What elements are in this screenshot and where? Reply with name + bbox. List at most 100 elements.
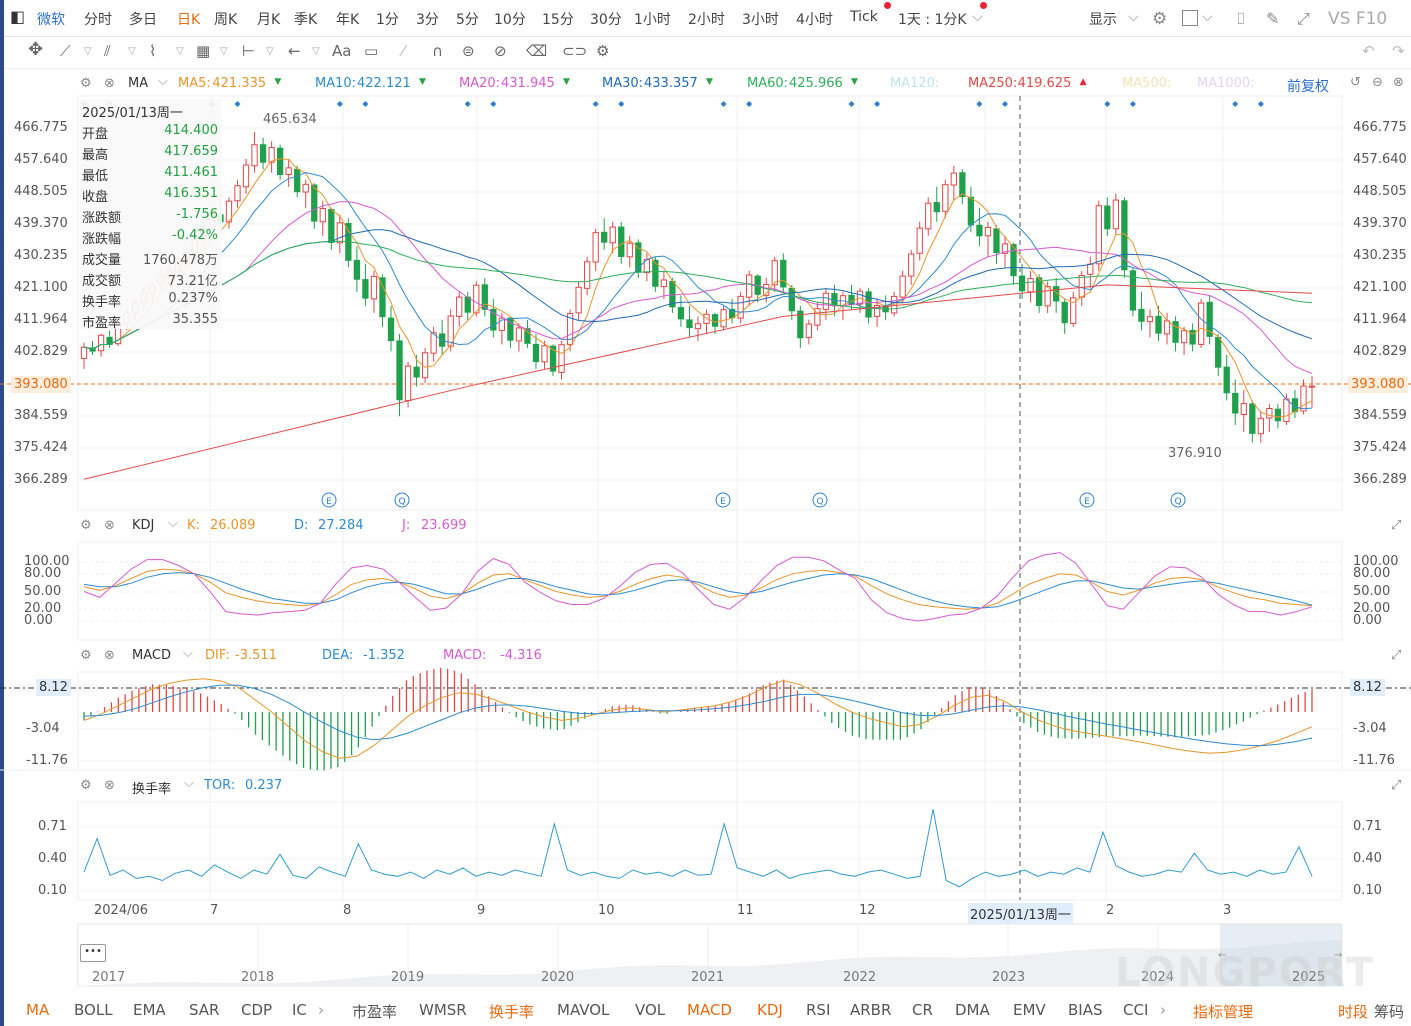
indicator-tab-10[interactable]: VOL xyxy=(635,1001,666,1019)
earnings-marker[interactable] xyxy=(1079,492,1095,508)
chevron-right-icon[interactable]: › xyxy=(318,1001,324,1019)
tor-settings-icon[interactable]: ⚙ xyxy=(80,778,92,793)
ma-close-icon[interactable]: ⊗ xyxy=(104,76,115,91)
panel-toggle-icon[interactable]: ◧ xyxy=(10,7,26,26)
ma-name[interactable]: MA xyxy=(128,76,149,91)
period-tab-13[interactable]: 1小时 xyxy=(634,12,671,28)
channel-tool-icon[interactable]: ⫽ xyxy=(104,42,111,60)
indicator-tab-3[interactable]: SAR xyxy=(189,1001,220,1019)
earnings-marker[interactable] xyxy=(394,492,410,508)
indicator-tab-0[interactable]: MA xyxy=(26,1001,50,1019)
period-tab-1[interactable]: 多日 xyxy=(129,12,157,28)
close-icon[interactable]: ⊗ xyxy=(1393,75,1404,90)
period-tab-7[interactable]: 1分 xyxy=(376,12,399,28)
period-combo[interactable]: 1天 : 1分K xyxy=(898,12,967,28)
indicator-tab-4[interactable]: CDP xyxy=(241,1001,273,1019)
settings-icon[interactable]: ⚙ xyxy=(1152,9,1168,29)
kdj-settings-icon[interactable]: ⚙ xyxy=(80,518,92,533)
kdj-name[interactable]: KDJ xyxy=(132,518,155,533)
fib-tool-icon[interactable]: ▦ xyxy=(196,42,211,60)
app-logo[interactable]: 微软 xyxy=(37,12,65,28)
period-tab-15[interactable]: 3小时 xyxy=(742,12,779,28)
period-tab-16[interactable]: 4小时 xyxy=(796,12,833,28)
delete-icon[interactable]: ⌫ xyxy=(526,42,548,60)
period-tab-6[interactable]: 年K xyxy=(336,12,360,28)
indicator-tab-2[interactable]: EMA xyxy=(133,1001,166,1019)
indicator-tab-13[interactable]: RSI xyxy=(806,1001,831,1019)
ma-settings-icon[interactable]: ⚙ xyxy=(80,76,92,91)
period-tab-3[interactable]: 周K xyxy=(214,12,238,28)
period-tab-14[interactable]: 2小时 xyxy=(688,12,725,28)
indicator-tab-14[interactable]: ARBR xyxy=(850,1001,892,1019)
tor-name[interactable]: 换手率 xyxy=(132,782,172,797)
indicator-tab-20[interactable]: 指标管理 xyxy=(1193,1003,1254,1021)
tor-close-icon[interactable]: ⊗ xyxy=(104,778,115,793)
comment-tool-icon[interactable]: ▭ xyxy=(364,42,379,60)
navigator-left-handle[interactable]: ← xyxy=(1218,950,1226,961)
indicator-tab-17[interactable]: EMV xyxy=(1013,1001,1046,1019)
undo-icon[interactable]: ↶ xyxy=(1362,42,1375,60)
chevron-down-icon[interactable]: ▽ xyxy=(312,46,320,57)
fullscreen-icon[interactable]: ⤢ xyxy=(1297,9,1310,28)
period-tab-17[interactable]: Tick xyxy=(850,9,878,25)
period-tab-0[interactable]: 分时 xyxy=(84,12,112,28)
vs-f10-button[interactable]: VS F10 xyxy=(1328,9,1388,29)
line-tool-icon[interactable]: ⟋ xyxy=(60,42,71,60)
chevron-down-icon[interactable]: ▽ xyxy=(128,46,136,57)
wave-tool-icon[interactable]: ⌇ xyxy=(149,42,157,60)
tool-settings-icon[interactable]: ⚙ xyxy=(596,42,610,60)
range-tool-icon[interactable]: ⊢ xyxy=(242,42,256,60)
expand-icon[interactable]: ⤢ xyxy=(1391,648,1402,663)
chevron-down-icon[interactable]: ⌵ xyxy=(168,516,178,531)
adjust-mode[interactable]: 前复权 xyxy=(1287,79,1329,95)
earnings-marker[interactable] xyxy=(321,492,337,508)
eraser-icon[interactable]: ⁄ xyxy=(402,42,405,60)
expand-icon[interactable]: ⤢ xyxy=(1391,778,1402,793)
arrow-tool-icon[interactable]: ← xyxy=(288,42,301,60)
kdj-close-icon[interactable]: ⊗ xyxy=(104,518,115,533)
period-tab-12[interactable]: 30分 xyxy=(590,12,622,28)
chips-tab[interactable]: 筹码 xyxy=(1374,1003,1405,1021)
chevron-down-icon[interactable]: ⌵ xyxy=(158,74,168,89)
chevron-down-icon[interactable]: ⌵ xyxy=(183,646,193,661)
macd-name[interactable]: MACD xyxy=(132,648,171,663)
minimize-icon[interactable]: ⊖ xyxy=(1372,75,1383,90)
indicator-tab-12[interactable]: KDJ xyxy=(757,1001,783,1019)
link-icon[interactable]: ⊂⊃ xyxy=(562,42,588,60)
period-tab-5[interactable]: 季K xyxy=(294,12,318,28)
chevron-right-icon[interactable]: › xyxy=(1160,1001,1166,1019)
indicator-tab-8[interactable]: 换手率 xyxy=(489,1003,535,1021)
period-tab-bottom[interactable]: 时段 xyxy=(1338,1003,1369,1021)
hide-icon[interactable]: ⊘ xyxy=(494,42,507,60)
chevron-down-icon[interactable]: ⌵ xyxy=(1202,9,1213,25)
chevron-down-icon[interactable]: ▽ xyxy=(220,46,228,57)
chevron-down-icon[interactable]: ▽ xyxy=(176,46,184,57)
period-tab-9[interactable]: 5分 xyxy=(456,12,479,28)
display-menu[interactable]: 显示 xyxy=(1089,12,1117,28)
layout-icon[interactable] xyxy=(1182,10,1198,26)
navigator-right-handle[interactable]: → xyxy=(1334,950,1342,961)
indicator-tab-1[interactable]: BOLL xyxy=(74,1001,113,1019)
chevron-down-icon[interactable]: ▽ xyxy=(84,46,92,57)
indicator-tab-19[interactable]: CCI xyxy=(1123,1001,1149,1019)
camera-icon[interactable]: ⌷ xyxy=(1236,9,1246,28)
earnings-marker[interactable] xyxy=(715,492,731,508)
expand-icon[interactable]: ⤢ xyxy=(1391,518,1402,533)
lock-icon[interactable]: ⊜ xyxy=(462,42,475,60)
indicator-tab-6[interactable]: 市盈率 xyxy=(352,1003,398,1021)
indicator-tab-18[interactable]: BIAS xyxy=(1068,1001,1103,1019)
reset-icon[interactable]: ↺ xyxy=(1350,75,1361,90)
period-tab-4[interactable]: 月K xyxy=(257,12,281,28)
magnet-icon[interactable]: ∩ xyxy=(432,42,443,60)
navigator-window[interactable] xyxy=(1220,924,1342,986)
chevron-down-icon[interactable]: ⌵ xyxy=(184,776,194,791)
macd-close-icon[interactable]: ⊗ xyxy=(104,648,115,663)
indicator-tab-7[interactable]: WMSR xyxy=(419,1001,467,1019)
earnings-marker[interactable] xyxy=(1170,492,1186,508)
navigator-more-button[interactable]: ••• xyxy=(80,944,106,962)
chevron-down-icon[interactable]: ▽ xyxy=(266,46,274,57)
period-tab-8[interactable]: 3分 xyxy=(416,12,439,28)
earnings-marker[interactable] xyxy=(812,492,828,508)
period-tab-10[interactable]: 10分 xyxy=(494,12,526,28)
